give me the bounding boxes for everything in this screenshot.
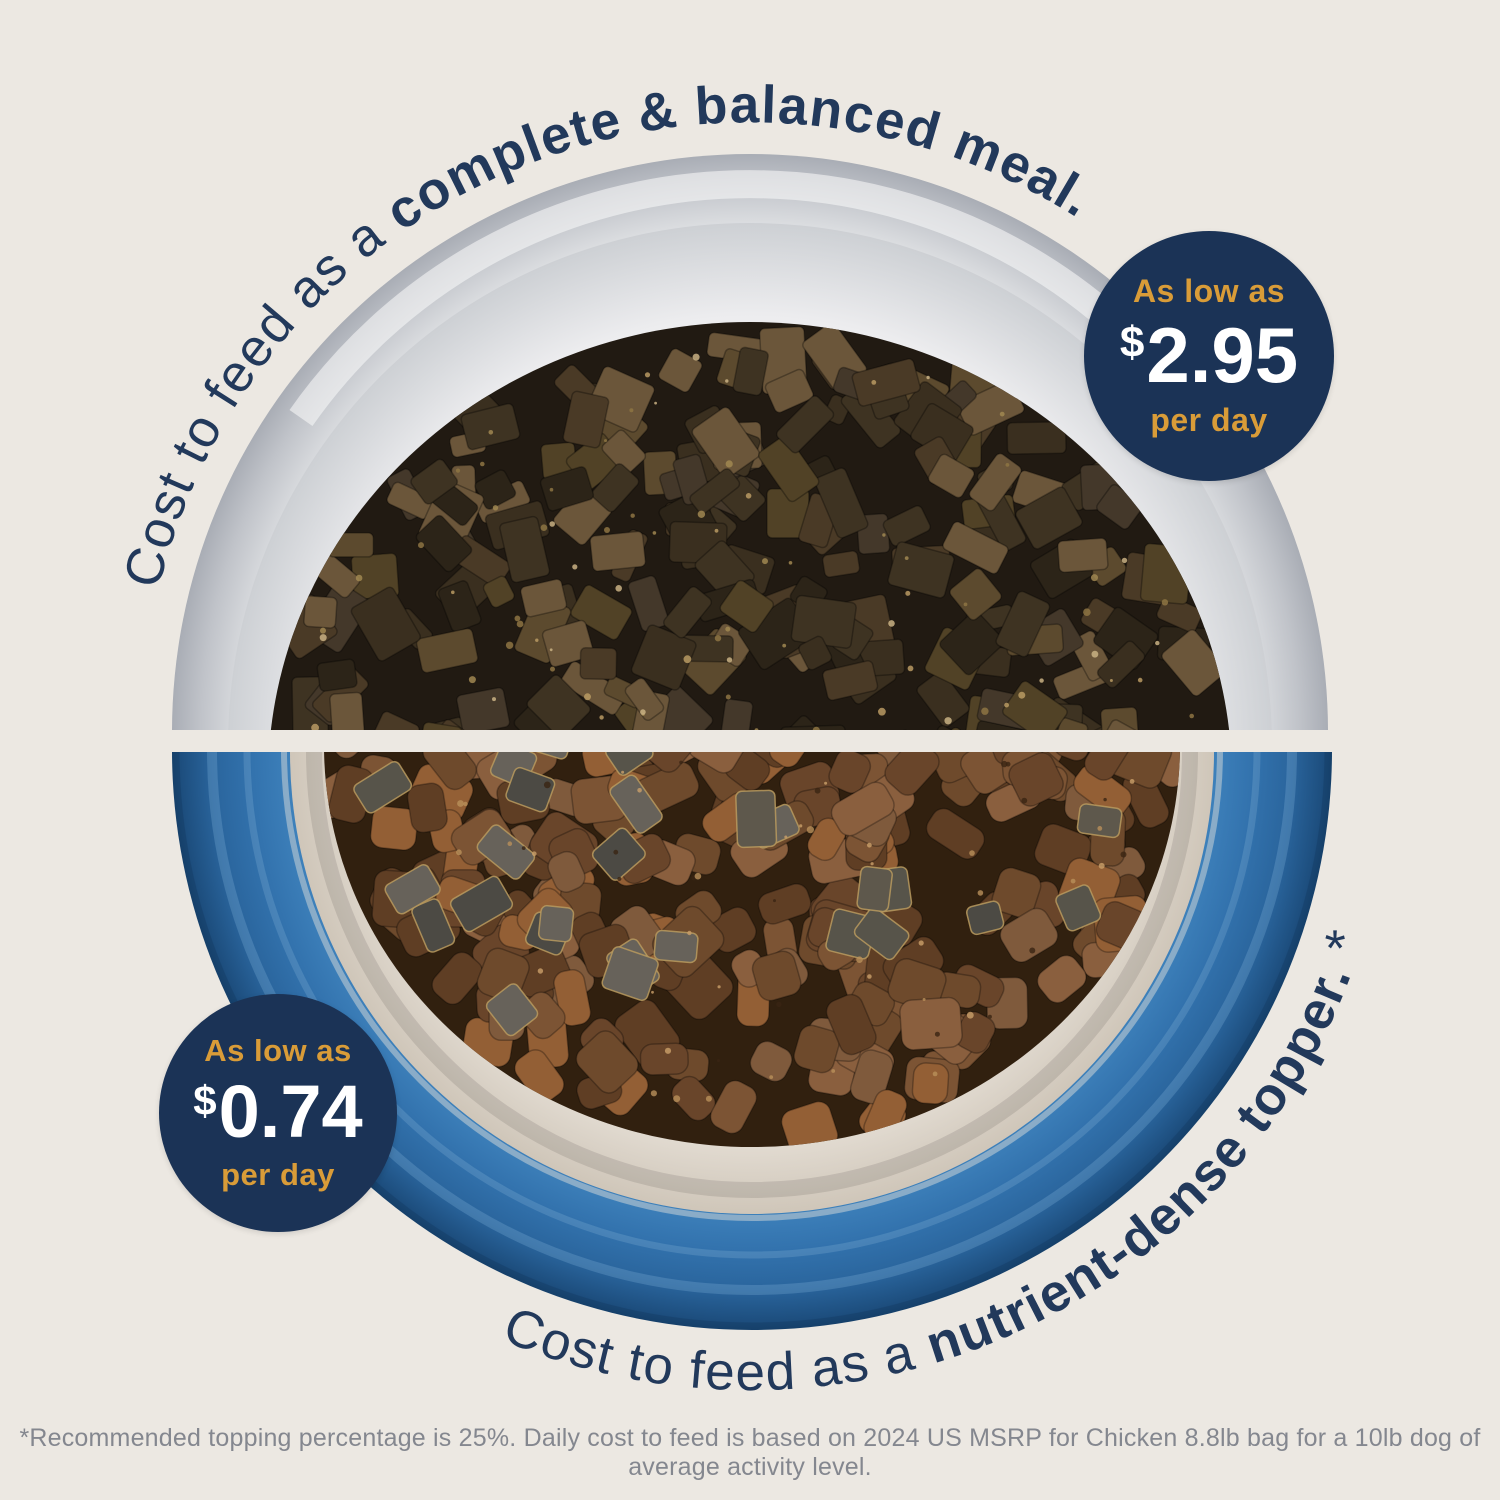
kibble-with-topper	[324, 752, 1180, 1147]
bottom-bowl-photo	[172, 752, 1332, 1330]
top-bowl-photo	[172, 154, 1328, 730]
footnote-text: *Recommended topping percentage is 25%. …	[19, 1424, 1481, 1481]
as-low-as-label: As low as	[204, 1032, 352, 1068]
per-day-label: per day	[1150, 402, 1268, 439]
per-day-label: per day	[221, 1157, 335, 1193]
freeze-dried-food	[272, 322, 1228, 730]
price-value: $2.95	[1119, 310, 1299, 399]
price-amount: 0.74	[218, 1069, 363, 1153]
as-low-as-label: As low as	[1132, 272, 1286, 309]
dollar-sign: $	[193, 1076, 217, 1124]
price-badge-complete-meal: As low as $2.95 per day	[1084, 231, 1334, 481]
price-value: $0.74	[193, 1069, 363, 1153]
price-amount: 2.95	[1146, 310, 1299, 399]
dollar-sign: $	[1119, 317, 1145, 367]
price-badge-topper: As low as $0.74 per day	[159, 994, 397, 1232]
